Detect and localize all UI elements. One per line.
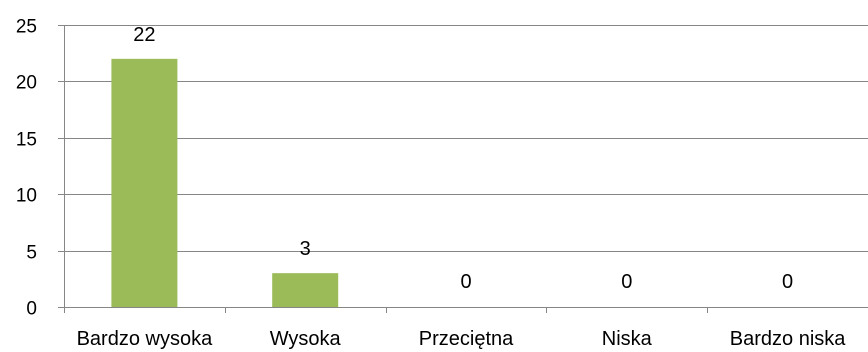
bar-2 bbox=[272, 273, 339, 307]
data-label: 0 bbox=[621, 271, 632, 293]
data-label: 0 bbox=[460, 271, 471, 293]
data-label: 22 bbox=[133, 24, 155, 46]
y-tick-label: 0 bbox=[26, 299, 37, 320]
data-label: 0 bbox=[782, 271, 793, 293]
bar-1 bbox=[111, 58, 178, 308]
gridlines bbox=[64, 25, 868, 252]
category-label: Bardzo wysoka bbox=[77, 328, 213, 350]
y-tick-label: 5 bbox=[26, 243, 37, 264]
category-label: Wysoka bbox=[270, 328, 342, 350]
y-tick-label: 20 bbox=[16, 73, 37, 94]
y-tick-label: 25 bbox=[16, 17, 37, 38]
y-tick-label: 15 bbox=[16, 130, 37, 151]
y-axis: 0 5 10 15 20 25 bbox=[16, 17, 65, 320]
data-labels: 22 3 0 0 0 bbox=[133, 24, 793, 293]
bars bbox=[111, 58, 339, 308]
category-label: Niska bbox=[602, 328, 653, 350]
x-axis: Bardzo wysoka Wysoka Przeciętna Niska Bardzo… bbox=[64, 307, 868, 350]
category-label: Przeciętna bbox=[419, 328, 514, 350]
data-label: 3 bbox=[300, 238, 311, 260]
y-tick-label: 10 bbox=[16, 186, 37, 207]
category-label: Bardzo niska bbox=[730, 328, 846, 350]
